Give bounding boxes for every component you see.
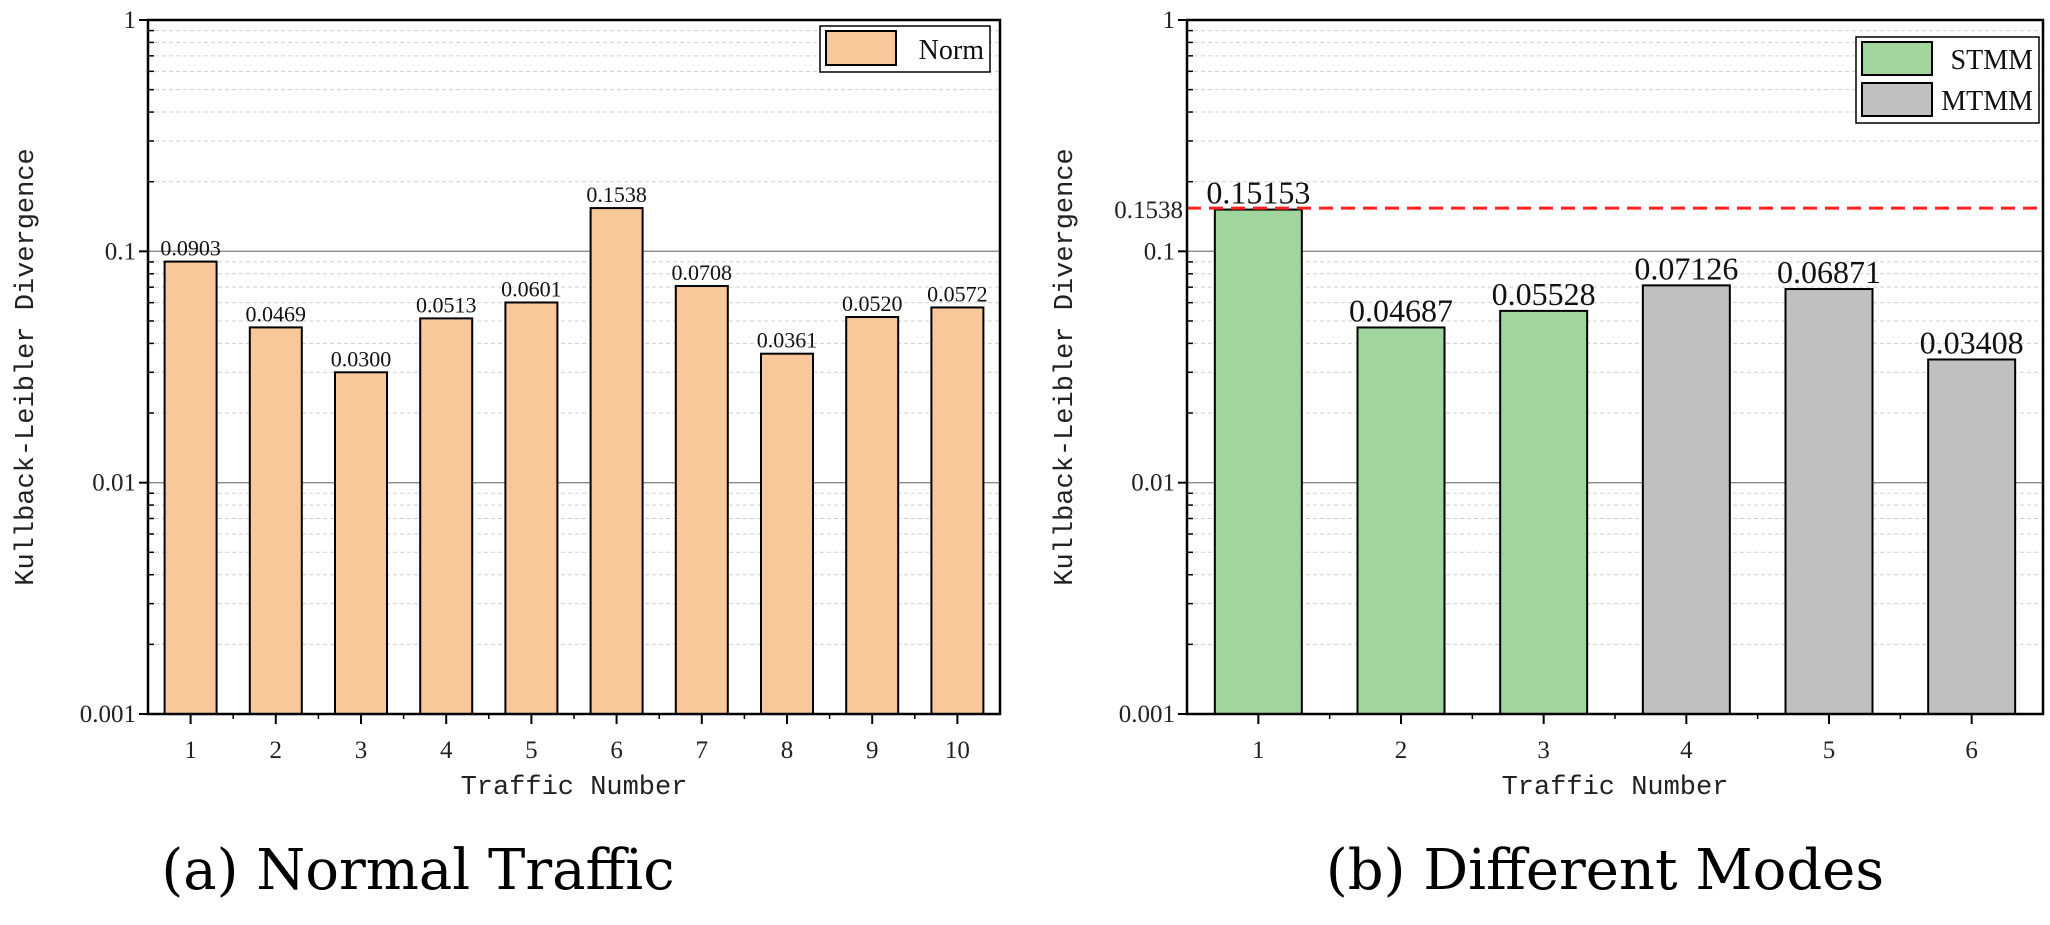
figure-caption: (a) Normal Traffic bbox=[161, 838, 674, 903]
x-tick-label: 3 bbox=[355, 737, 368, 764]
legend-swatch bbox=[1861, 82, 1933, 117]
bar bbox=[1356, 326, 1446, 715]
bar bbox=[419, 317, 474, 715]
x-tick-label: 4 bbox=[1680, 737, 1693, 764]
x-axis-label: Traffic Number bbox=[1502, 773, 1729, 803]
x-tick-label: 8 bbox=[781, 737, 794, 764]
bar bbox=[1213, 208, 1303, 716]
data-label: 0.0513 bbox=[416, 292, 477, 317]
chart-panel-a: 0.001 0.01 0.1 1 0.0903 1 0.0469 2 0.0300 3 0.0513… bbox=[12, 7, 1002, 903]
bar bbox=[760, 352, 814, 715]
data-label: 0.03408 bbox=[1920, 324, 2024, 360]
y-axis-label: Kullback-Leibler Divergence bbox=[1051, 148, 1081, 585]
y-tick-label: 0.01 bbox=[92, 470, 136, 497]
legend-label: MTMM bbox=[1941, 86, 2033, 117]
bar bbox=[1927, 358, 2017, 715]
bar bbox=[248, 326, 303, 715]
plot-frame bbox=[146, 18, 1002, 716]
data-label: 0.06871 bbox=[1777, 254, 1881, 290]
bar bbox=[674, 285, 729, 715]
y-tick-label: 0.001 bbox=[80, 701, 136, 728]
x-axis-label: Traffic Number bbox=[461, 773, 688, 803]
x-tick-label: 4 bbox=[440, 737, 453, 764]
x-tick-label: 6 bbox=[610, 737, 623, 764]
bar bbox=[1784, 288, 1874, 715]
x-tick-label: 2 bbox=[270, 737, 283, 764]
y-tick-label: 0.1 bbox=[1144, 238, 1175, 265]
bar bbox=[334, 371, 388, 715]
data-label: 0.04687 bbox=[1349, 292, 1453, 328]
data-label: 0.0708 bbox=[672, 260, 733, 285]
data-label: 0.07126 bbox=[1634, 250, 1738, 286]
bar bbox=[1641, 284, 1731, 715]
x-tick-label: 7 bbox=[696, 737, 709, 764]
x-tick-label: 10 bbox=[945, 737, 970, 764]
chart-panel-b: 0.001 0.01 0.1 1 0.15153 1 0.04687 2 0.05528 3 0.0… bbox=[1051, 7, 2045, 903]
y-axis-label: Kullback-Leibler Divergence bbox=[12, 148, 42, 585]
legend: Norm bbox=[819, 25, 991, 73]
x-tick-label: 5 bbox=[525, 737, 538, 764]
data-label: 0.0361 bbox=[757, 328, 818, 353]
legend-swatch bbox=[1861, 41, 1933, 76]
bar bbox=[845, 316, 900, 715]
x-tick-label: 5 bbox=[1823, 737, 1836, 764]
y-tick-label: 1 bbox=[1163, 7, 1176, 34]
data-label: 0.0469 bbox=[246, 301, 307, 326]
data-label: 0.05528 bbox=[1492, 276, 1596, 312]
bar bbox=[1499, 309, 1589, 715]
bar bbox=[163, 260, 218, 715]
legend-label: STMM bbox=[1951, 45, 2034, 76]
data-label: 0.0520 bbox=[842, 291, 903, 316]
reference-line-label: 0.1538 bbox=[1114, 197, 1183, 224]
data-label: 0.0903 bbox=[160, 236, 221, 261]
data-label: 0.0572 bbox=[927, 281, 988, 306]
y-tick-label: 0.1 bbox=[105, 238, 136, 265]
x-tick-label: 1 bbox=[1252, 737, 1265, 764]
data-label: 0.0300 bbox=[331, 346, 392, 371]
x-tick-label: 2 bbox=[1395, 737, 1408, 764]
y-tick-label: 0.01 bbox=[1131, 470, 1175, 497]
figure-caption: (b) Different Modes bbox=[1326, 838, 1884, 903]
x-tick-label: 6 bbox=[1965, 737, 1978, 764]
bar bbox=[504, 301, 559, 715]
data-label: 0.1538 bbox=[586, 182, 647, 207]
x-tick-label: 1 bbox=[184, 737, 197, 764]
bar bbox=[589, 207, 644, 715]
y-tick-label: 1 bbox=[124, 7, 137, 34]
legend-swatch bbox=[825, 30, 897, 66]
y-tick-label: 0.001 bbox=[1119, 701, 1175, 728]
data-label: 0.0601 bbox=[501, 276, 562, 301]
x-tick-label: 3 bbox=[1537, 737, 1550, 764]
bar bbox=[930, 306, 985, 715]
legend: STMM MTMM bbox=[1855, 36, 2040, 124]
x-tick-label: 9 bbox=[866, 737, 879, 764]
data-label: 0.15153 bbox=[1206, 175, 1310, 211]
plot-frame bbox=[1185, 18, 2045, 716]
legend-label: Norm bbox=[919, 35, 985, 66]
